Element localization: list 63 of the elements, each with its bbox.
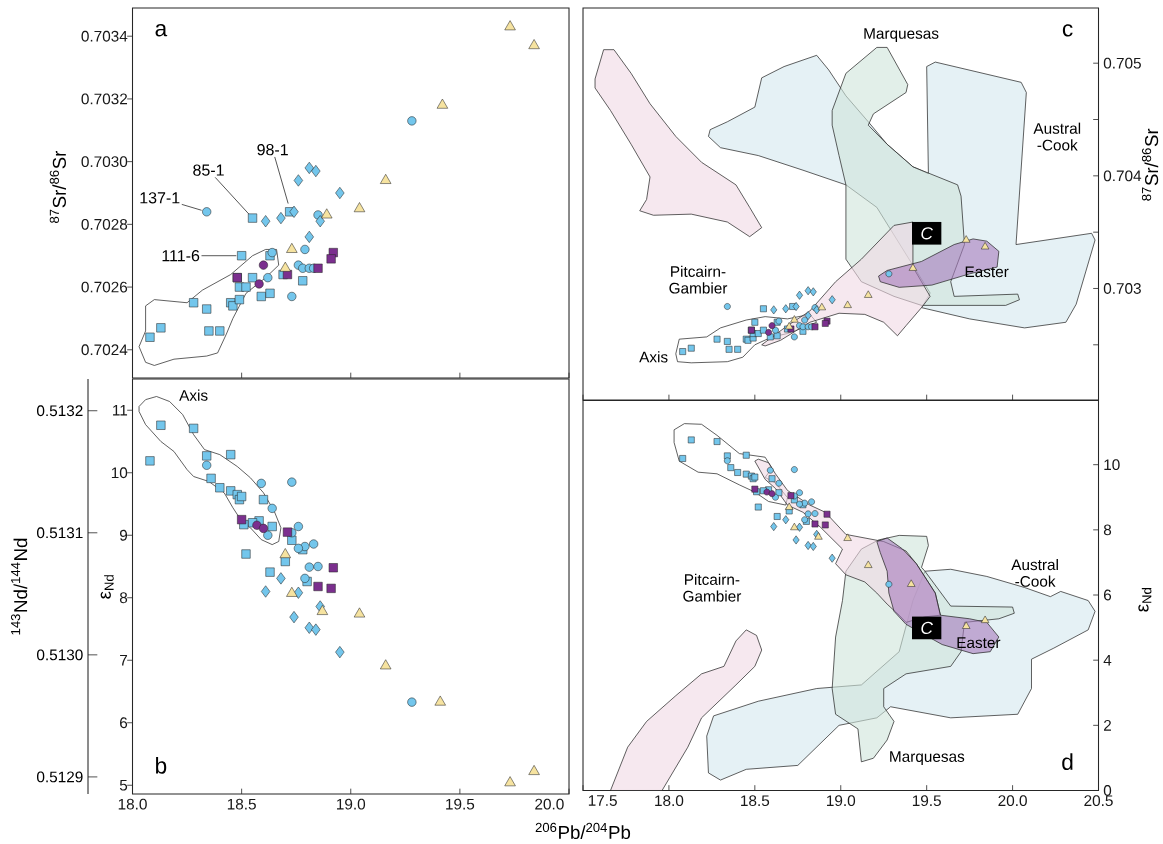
annotation: Pitcairn-Gambier: [683, 573, 742, 602]
y2-tick-label: 0.5132: [37, 405, 83, 417]
y-tick-label: 7: [120, 654, 128, 666]
y2-tick-label: 0.5130: [37, 649, 83, 661]
x-tick-label: 20.0: [998, 795, 1027, 807]
annotation: 85-1: [193, 164, 224, 176]
annotation: Pitcairn-Gambier: [669, 265, 728, 294]
annotation: Easter: [957, 637, 1001, 649]
x-tick-label: 20.0: [535, 798, 564, 810]
annotation: C: [921, 621, 934, 635]
y-tick-label: 0.7034: [81, 30, 128, 42]
y-axis-title: ε$_{Nd}$: [100, 575, 114, 599]
x-tick-label: 19.0: [827, 795, 856, 807]
x-tick-label: 18.0: [655, 795, 684, 807]
annotation: b: [156, 757, 167, 774]
y-tick-label: 6: [1103, 589, 1112, 601]
y-tick-label: 9: [119, 529, 128, 541]
annotation: 98-1: [257, 144, 288, 156]
x-tick-label: 17.5: [588, 795, 617, 806]
x-tick-label: 20.5: [1084, 795, 1113, 807]
y2-tick-label: 0.5131: [37, 527, 83, 539]
annotation: c: [1062, 24, 1073, 37]
y-tick-label: 8: [1103, 524, 1112, 536]
annotation: Austral -Cook: [1011, 558, 1058, 587]
annotation: Marquesas: [890, 751, 965, 765]
y-tick-label: 8: [119, 592, 128, 604]
y-tick-label: 0.705: [1103, 57, 1141, 69]
y-tick-label: 6: [120, 717, 128, 729]
y-tick-label: 10: [111, 467, 128, 479]
y-tick-label: 10: [1104, 459, 1120, 471]
y-tick-label: 5: [119, 779, 128, 791]
y-axis-title: $^{87}$Sr/$^{86}$Sr: [1141, 128, 1159, 201]
annotation: Marquesas: [864, 28, 939, 42]
y-tick-label: 0.7030: [81, 156, 128, 168]
x-tick-label: 19.5: [446, 798, 475, 810]
x-tick-label: 18.5: [741, 795, 770, 807]
annotation: Axis: [639, 351, 668, 363]
y-tick-label: 0.7024: [81, 344, 128, 356]
y-tick-label: 0.7026: [81, 281, 128, 293]
y-tick-label: 0.703: [1103, 283, 1141, 294]
x-tick-label: 19.5: [912, 795, 941, 807]
y-tick-label: 0.704: [1103, 170, 1142, 182]
annotation: a: [155, 23, 168, 37]
y-tick-label: 11: [113, 404, 128, 416]
y2-tick-label: 0.5129: [37, 771, 83, 783]
y2-axis-title: $^{143}$Nd/$^{144}$Nd: [10, 538, 28, 635]
x-tick-label: 18.5: [227, 798, 256, 810]
y-tick-label: 2: [1103, 719, 1111, 731]
annotation: 111-6: [162, 250, 200, 262]
y-axis-title: ε$_{Nd}$: [1138, 588, 1152, 612]
y-axis-title: $^{87}$Sr/$^{86}$Sr: [49, 150, 66, 223]
annotation: C: [921, 227, 934, 240]
annotation: d: [1062, 753, 1073, 770]
annotation: Axis: [179, 389, 208, 401]
annotation: Austral -Cook: [1033, 122, 1081, 151]
annotation: 137-1: [140, 192, 180, 204]
y-tick-label: 0.7028: [81, 218, 128, 230]
y-tick-label: 0: [1103, 785, 1112, 796]
x-axis-title: $^{206}$Pb/$^{204}$Pb: [535, 822, 631, 840]
x-tick-label: 19.0: [337, 798, 366, 810]
y-tick-label: 0.7032: [81, 93, 128, 105]
x-tick-label: 18.0: [118, 798, 147, 810]
y-tick-label: 4: [1103, 654, 1112, 666]
